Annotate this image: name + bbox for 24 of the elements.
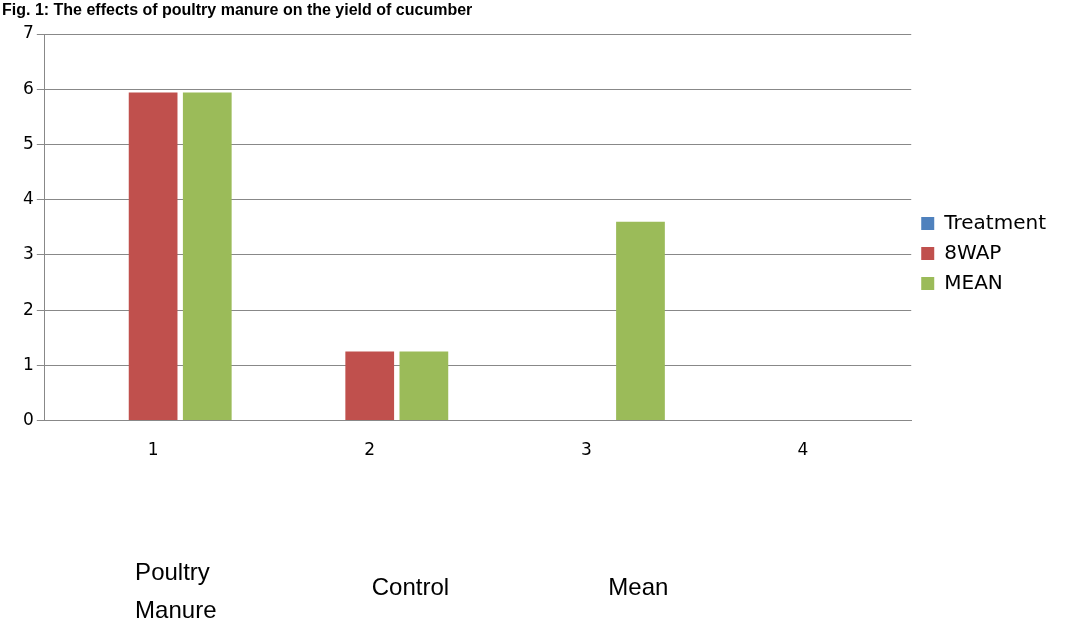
bar xyxy=(616,221,665,421)
bar xyxy=(182,92,232,421)
y-tick-label: 4 xyxy=(22,188,34,209)
chart-title: Fig. 1: The effects of poultry manure on the yield of cucumber xyxy=(2,1,473,19)
legend-label: MEAN xyxy=(944,269,1003,294)
y-tick-label: 2 xyxy=(22,298,34,319)
y-tick-label: 1 xyxy=(22,353,34,374)
text: Control xyxy=(371,573,450,600)
text: Mean xyxy=(608,573,669,600)
bar xyxy=(345,351,395,421)
legend-label: 8WAP xyxy=(944,239,1002,264)
text: Poultry Manure xyxy=(135,558,217,623)
x-tick-label: 2 xyxy=(364,439,376,460)
y-tick-label: 5 xyxy=(22,132,34,153)
y-tick-label: 7 xyxy=(22,22,34,43)
y-tick-label: 6 xyxy=(22,77,34,98)
x-tick-label: 1 xyxy=(147,439,159,460)
y-tick-label: 0 xyxy=(22,409,34,430)
y-tick-label: 3 xyxy=(22,243,34,264)
legend-label: Treatment xyxy=(943,209,1047,234)
x-tick-label: 3 xyxy=(580,439,592,460)
bar xyxy=(128,92,178,421)
bar xyxy=(399,351,449,421)
x-tick-label: 4 xyxy=(797,439,809,460)
